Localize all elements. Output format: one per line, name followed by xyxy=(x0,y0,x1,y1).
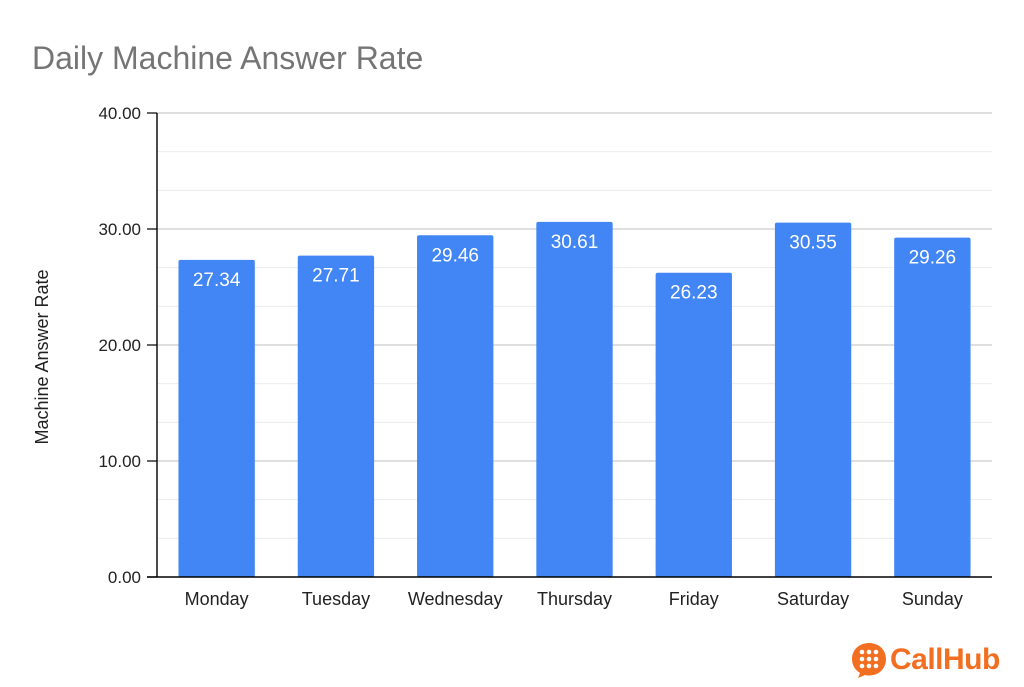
x-tick-label: Saturday xyxy=(777,589,849,609)
x-tick-label: Thursday xyxy=(537,589,612,609)
x-tick-label: Tuesday xyxy=(302,589,370,609)
callhub-logo: CallHub xyxy=(850,638,1000,682)
y-tick-label: 30.00 xyxy=(98,220,141,239)
bar-monday xyxy=(178,259,255,577)
x-tick-label: Wednesday xyxy=(408,589,503,609)
y-tick-label: 10.00 xyxy=(98,452,141,471)
y-tick-label: 40.00 xyxy=(98,104,141,123)
bar-friday xyxy=(655,272,732,577)
bars xyxy=(178,221,971,578)
x-tick-label: Monday xyxy=(185,589,249,609)
bar-thursday xyxy=(536,221,613,577)
bar-saturday xyxy=(774,222,852,577)
bar-wednesday xyxy=(417,235,494,578)
logo-text: CallHub xyxy=(890,643,1000,676)
data-label: 30.61 xyxy=(551,232,599,253)
data-label: 27.71 xyxy=(312,266,360,287)
y-tick-label: 20.00 xyxy=(98,336,141,355)
data-label: 29.46 xyxy=(431,245,479,266)
y-tick-label: 0.00 xyxy=(108,568,141,587)
data-label: 27.34 xyxy=(193,270,241,291)
y-axis-title: Machine Answer Rate xyxy=(32,269,52,444)
bar-sunday xyxy=(894,237,971,578)
data-label: 29.26 xyxy=(909,248,957,269)
bar-tuesday xyxy=(297,255,375,577)
data-label: 26.23 xyxy=(670,283,718,304)
axes xyxy=(147,112,992,578)
speech-bubble-dialpad-icon xyxy=(852,643,886,678)
x-tick-label: Friday xyxy=(669,589,719,609)
labels: 0.00 10.00 20.00 30.00 40.00 27.34 Monday 27.71… xyxy=(98,104,962,609)
data-label: 30.55 xyxy=(789,233,837,254)
chart-title: Daily Machine Answer Rate xyxy=(32,40,424,76)
x-tick-label: Sunday xyxy=(902,589,963,609)
